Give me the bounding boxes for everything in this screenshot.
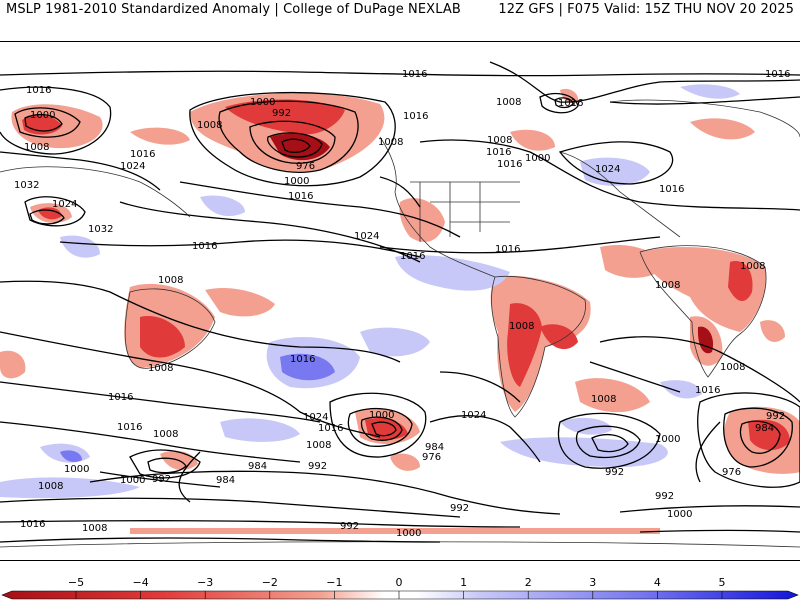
isobar-label-1008-n: 1008 [591,394,616,405]
isobar-label-1008-g: 1008 [740,261,765,272]
isobar-label-1000-d: 1000 [525,153,550,164]
isobar-label-1016-i: 1016 [288,191,313,202]
isobar-label-1016-l: 1016 [192,241,217,252]
colorbar-tick-label: 0 [396,576,403,589]
isobar-label-1008-d: 1008 [378,137,403,148]
isobar-label-1032-a: 1032 [14,180,39,191]
isobar-label-976-c: 976 [722,467,741,478]
isobar-label-1024-d: 1024 [354,231,379,242]
isobar-label-1024-e: 1024 [303,412,328,423]
isobar-label-1016-k: 1016 [400,251,425,262]
isobar-label-992-d: 992 [605,467,624,478]
isobar-label-1016-n: 1016 [290,354,315,365]
negative-anomaly-shading [0,88,800,534]
isobar-label-984-a: 984 [425,442,444,453]
colorbar-ticks [75,591,723,599]
isobar-label-1008-h: 1008 [509,321,534,332]
isobar-labels: 1016 1016 1016 1008 1000 1000 992 1008 1… [14,69,790,539]
isobar-label-992-c: 992 [152,474,171,485]
isobar-label-1016-r: 1016 [318,423,343,434]
isobar-label-1016-m: 1016 [495,244,520,255]
isobar-label-1000-b: 1000 [30,110,55,121]
colorbar-tick-label: 1 [460,576,467,589]
isobar-label-1000-g: 1000 [120,475,145,486]
isobar-label-1008-l: 1008 [153,429,178,440]
map-panel: 1016 1016 1016 1008 1000 1000 992 1008 1… [0,41,800,561]
isobar-label-1016-q: 1016 [117,422,142,433]
isobar-label-1000-a: 1000 [250,97,275,108]
isobar-label-992-a: 992 [272,108,291,119]
colorbar-tick-label: 2 [525,576,532,589]
isobar-label-1000-e: 1000 [369,410,394,421]
isobar-label-1016-s: 1016 [20,519,45,530]
isobar-label-1016-e: 1016 [130,149,155,160]
isobar-label-1016-j: 1016 [659,184,684,195]
isobar-label-1008-f: 1008 [158,275,183,286]
isobar-label-1032-b: 1032 [88,224,113,235]
isobar-label-992-b: 992 [308,461,327,472]
isobar-label-1008-m: 1008 [306,440,331,451]
isobar-label-1016-b: 1016 [765,69,790,80]
title-left: MSLP 1981-2010 Standardized Anomaly | Co… [6,2,461,17]
isobar-label-1008-o: 1008 [38,481,63,492]
isobar-label-1008-e: 1008 [487,135,512,146]
isobar-label-976-a: 976 [296,161,315,172]
isobar-label-1024-f: 1024 [461,410,486,421]
colorbar-tick-label: 3 [589,576,596,589]
isobar-label-992-e: 992 [766,411,785,422]
colorbar-tick-labels: −5 −4 −3 −2 −1 0 1 2 3 4 5 [68,576,726,589]
isobar-label-1016-g: 1016 [486,147,511,158]
anomaly-map: 1016 1016 1016 1008 1000 1000 992 1008 1… [0,61,800,548]
colorbar-tick-label: −2 [262,576,278,589]
isobar-label-1016-f: 1016 [403,111,428,122]
isobar-label-1016-p: 1016 [108,392,133,403]
isobar-contours [0,61,800,543]
isobar-label-1016-o: 1016 [695,385,720,396]
isobar-label-1016-d: 1016 [558,98,583,109]
colorbar-legend: −5 −4 −3 −2 −1 0 1 2 3 4 5 [1,576,799,600]
colorbar-tick-label: −1 [326,576,342,589]
isobar-label-1008-i: 1008 [655,280,680,291]
isobar-label-1000-h: 1000 [655,434,680,445]
isobar-label-1000-j: 1000 [396,528,421,539]
isobar-label-1000-f: 1000 [64,464,89,475]
isobar-label-976-b: 976 [422,452,441,463]
colorbar-tick-label: −4 [132,576,148,589]
colorbar-tick-label: −3 [197,576,213,589]
isobar-label-1008-b: 1008 [197,120,222,131]
isobar-label-1000-c: 1000 [284,176,309,187]
isobar-label-984-c: 984 [216,475,235,486]
isobar-label-1008-k: 1008 [720,362,745,373]
isobar-label-1008-p: 1008 [82,523,107,534]
isobar-label-992-h: 992 [340,521,359,532]
isobar-label-1016-a: 1016 [402,69,427,80]
isobar-label-1008-a: 1008 [496,97,521,108]
colorbar-tick-label: −5 [68,576,84,589]
isobar-label-1008-j: 1008 [148,363,173,374]
colorbar-tick-label: 5 [719,576,726,589]
isobar-label-1024-a: 1024 [120,161,145,172]
title-right: 12Z GFS | F075 Valid: 15Z THU NOV 20 202… [498,2,794,17]
isobar-label-992-f: 992 [655,491,674,502]
colorbar-strip [1,590,799,600]
isobar-label-992-g: 992 [450,503,469,514]
isobar-label-1008-c: 1008 [24,142,49,153]
isobar-label-1016-h: 1016 [497,159,522,170]
isobar-label-984-d: 984 [755,423,774,434]
positive-anomaly-shading [0,84,740,499]
colorbar-tick-label: 4 [654,576,661,589]
isobar-label-1000-i: 1000 [667,509,692,520]
isobar-label-1024-b: 1024 [52,199,77,210]
isobar-label-1016-c: 1016 [26,85,51,96]
isobar-label-1024-c: 1024 [595,164,620,175]
coastlines [0,99,800,548]
isobar-label-984-b: 984 [248,461,267,472]
